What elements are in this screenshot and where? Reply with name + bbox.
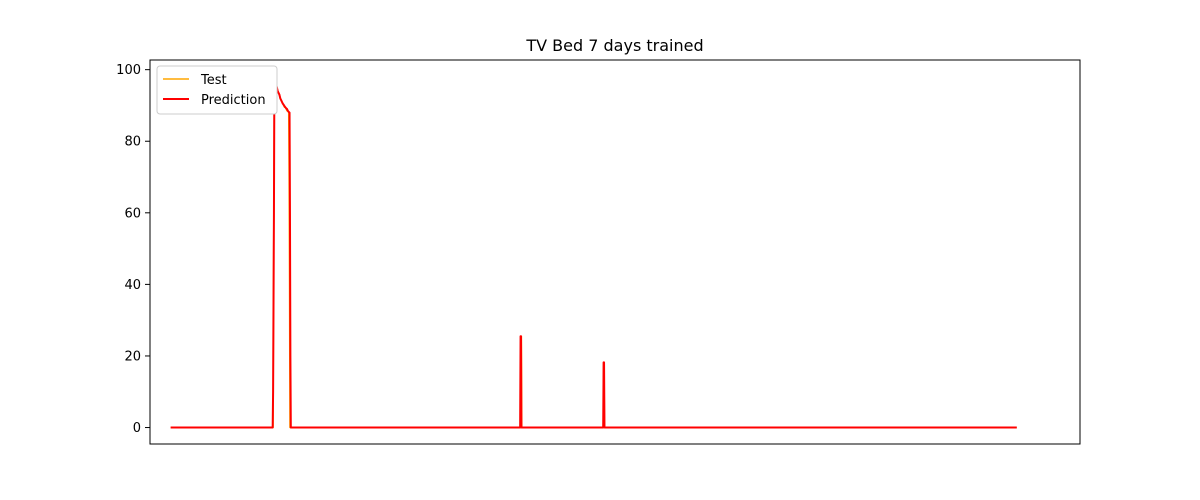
legend-label-prediction: Prediction bbox=[201, 93, 266, 108]
plot-area-frame bbox=[149, 59, 1081, 445]
y-tick-label: 80 bbox=[124, 135, 141, 150]
y-tick-label: 100 bbox=[116, 63, 141, 78]
y-tick-label: 60 bbox=[124, 206, 141, 221]
y-tick-label: 0 bbox=[133, 421, 141, 436]
legend-frame bbox=[156, 65, 278, 115]
chart-title: TV Bed 7 days trained bbox=[525, 36, 703, 55]
legend: Test Prediction bbox=[156, 65, 278, 115]
legend-label-test: Test bbox=[200, 73, 227, 88]
y-axis: 0 20 40 60 80 100 bbox=[116, 63, 150, 436]
y-tick-label: 20 bbox=[124, 349, 141, 364]
y-tick-label: 40 bbox=[124, 278, 141, 293]
